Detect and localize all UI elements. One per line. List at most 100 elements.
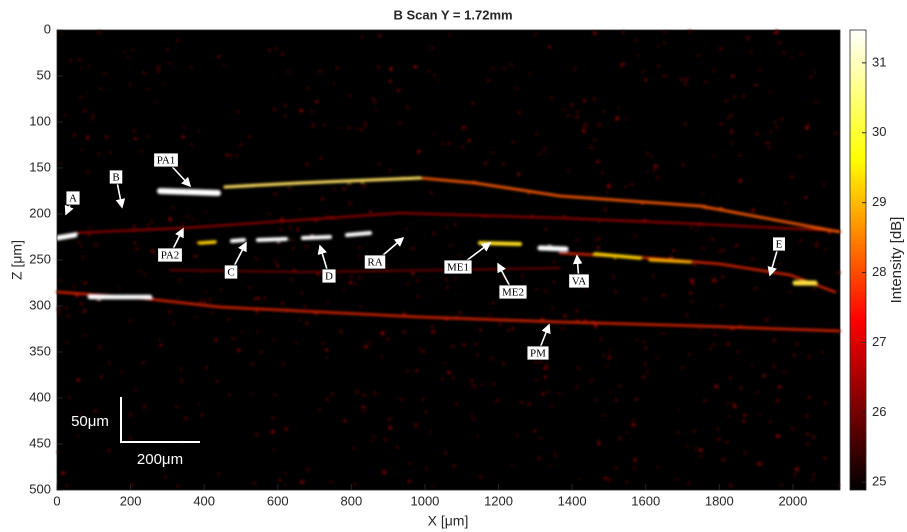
speckle [739, 386, 744, 390]
speckle [329, 480, 334, 484]
speckle [180, 222, 184, 225]
speckle [773, 121, 777, 124]
speckle [490, 67, 495, 70]
speckle [133, 389, 137, 392]
colorbar-tick-label: 28 [872, 264, 886, 279]
colorbar-tick-label: 26 [872, 404, 886, 419]
annotation-text: VA [572, 276, 587, 288]
x-tick-label: 800 [341, 493, 363, 508]
speckle [162, 83, 166, 86]
speckle [510, 464, 514, 467]
speckle [342, 187, 346, 192]
speckle [691, 282, 696, 286]
speckle [604, 365, 609, 368]
speckle [255, 296, 260, 300]
speckle [615, 116, 619, 121]
speckle [405, 227, 408, 231]
speckle [599, 337, 603, 341]
speckle [731, 74, 735, 78]
speckle [746, 36, 749, 40]
speckle [214, 338, 218, 342]
speckle [318, 408, 321, 412]
speckle [314, 100, 319, 104]
speckle [776, 434, 780, 439]
speckle [534, 379, 538, 382]
structure [157, 188, 221, 196]
speckle [642, 341, 646, 344]
speckle [623, 185, 628, 188]
x-tick-label: 1600 [631, 493, 660, 508]
speckle [576, 366, 581, 370]
speckle [273, 192, 278, 196]
speckle [288, 187, 292, 191]
speckle [287, 69, 290, 74]
speckle [273, 448, 276, 451]
speckle [704, 80, 707, 85]
speckle [343, 419, 347, 423]
speckle [267, 48, 272, 52]
speckle [325, 397, 329, 402]
speckle [455, 401, 458, 406]
annotation-box [568, 273, 590, 289]
speckle [728, 375, 732, 380]
speckle [396, 89, 401, 92]
speckle [64, 306, 69, 309]
speckle [708, 347, 713, 350]
speckle [83, 282, 88, 285]
speckle [584, 121, 587, 124]
speckle [306, 467, 310, 472]
speckle [768, 91, 772, 94]
speckle [248, 135, 252, 139]
speckle [754, 84, 758, 87]
speckle [355, 126, 358, 130]
speckle [805, 414, 809, 418]
speckle [491, 382, 496, 386]
speckle [503, 67, 506, 70]
speckle [142, 404, 147, 408]
speckle [203, 299, 206, 303]
annotation-text: ME2 [502, 287, 524, 299]
structure [648, 258, 692, 264]
speckle [778, 262, 782, 265]
speckle [614, 397, 618, 402]
speckle [368, 340, 371, 344]
y-tick-label: 0 [44, 21, 51, 36]
speckle [820, 351, 824, 354]
speckle [650, 155, 653, 159]
annotation-box [363, 254, 387, 270]
speckle [65, 341, 68, 345]
speckle [371, 97, 376, 101]
speckle [278, 478, 282, 482]
speckle [834, 131, 838, 135]
speckle [534, 32, 537, 37]
speckle [300, 480, 305, 484]
speckle [448, 34, 452, 37]
speckle [86, 135, 90, 140]
speckle [158, 338, 161, 341]
speckle [643, 346, 648, 351]
speckle [361, 393, 366, 397]
x-tick-label: 1200 [484, 493, 513, 508]
colorbar-tick-label: 27 [872, 334, 886, 349]
speckle [730, 140, 734, 145]
speckle [775, 125, 778, 129]
speckle [339, 330, 344, 335]
structure [478, 241, 522, 246]
speckle [325, 357, 329, 360]
annotation-box [321, 268, 337, 284]
speckle [300, 292, 304, 295]
speckle [117, 201, 120, 205]
speckle [663, 30, 667, 34]
speckle [527, 402, 532, 406]
y-tick-label: 300 [29, 297, 51, 312]
speckle [685, 445, 689, 448]
speckle [563, 314, 567, 318]
speckle [765, 141, 770, 144]
speckle [82, 108, 87, 113]
speckle [712, 155, 716, 158]
speckle [414, 424, 418, 428]
speckle [225, 153, 229, 157]
speckle [77, 240, 81, 244]
speckle [595, 398, 598, 402]
speckle [254, 432, 259, 437]
